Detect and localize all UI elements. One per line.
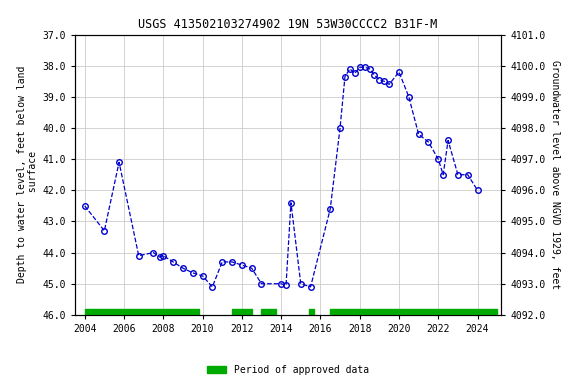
Legend: Period of approved data: Period of approved data (203, 361, 373, 379)
Y-axis label: Groundwater level above NGVD 1929, feet: Groundwater level above NGVD 1929, feet (550, 60, 559, 289)
Y-axis label: Depth to water level, feet below land
 surface: Depth to water level, feet below land su… (17, 66, 38, 283)
Title: USGS 413502103274902 19N 53W30CCCC2 B31F-M: USGS 413502103274902 19N 53W30CCCC2 B31F… (138, 18, 438, 31)
